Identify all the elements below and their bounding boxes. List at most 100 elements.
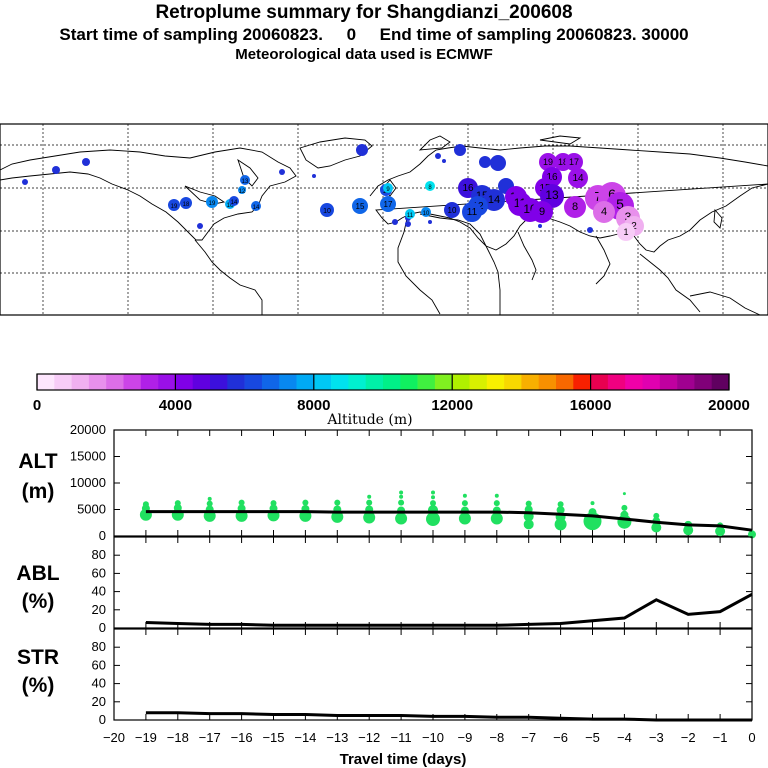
colorbar-cell — [538, 374, 557, 390]
colorbar-tick-label: 8000 — [297, 397, 330, 414]
colorbar-cell — [123, 374, 142, 390]
plume-dot — [435, 153, 441, 159]
colorbar-cell — [348, 374, 366, 390]
x-tick-label: −19 — [135, 730, 157, 745]
colorbar-tick-label: 12000 — [431, 397, 473, 414]
plume-marker-label: 8 — [572, 201, 578, 213]
alt-point — [399, 490, 404, 495]
alt-point — [431, 490, 435, 495]
alt-point — [494, 493, 499, 498]
series-line — [145, 592, 753, 627]
alt-point — [622, 492, 626, 496]
x-tick-label: −1 — [713, 730, 728, 745]
colorbar-cell — [365, 374, 384, 390]
plume-marker — [320, 203, 334, 217]
plume-marker-label: 18 — [183, 202, 190, 208]
plume-marker — [593, 201, 615, 223]
alt-point — [142, 501, 149, 508]
alt-point — [523, 519, 534, 530]
plume-dot — [197, 223, 203, 229]
colorbar-cell — [486, 374, 505, 390]
alt-point — [367, 494, 372, 499]
plume-dot — [82, 158, 90, 166]
plume-marker-label: 14 — [572, 173, 584, 184]
plume-dot — [479, 156, 491, 168]
colorbar-cell — [711, 374, 730, 390]
alt-point — [398, 499, 405, 506]
plume-marker-label: 3 — [625, 210, 632, 224]
alt-point — [270, 500, 277, 507]
y-tick-label: 20000 — [70, 422, 106, 437]
y-tick-label: 20 — [92, 602, 106, 617]
plume-marker-label: 19 — [171, 204, 178, 210]
colorbar-cell — [469, 374, 488, 390]
colorbar-cell — [434, 374, 453, 390]
alt-point — [462, 493, 467, 498]
alt-point — [490, 512, 503, 525]
y-tick-label: 0 — [99, 712, 106, 727]
plume-marker — [240, 175, 250, 185]
colorbar-cell — [313, 374, 332, 390]
alt-point — [458, 512, 471, 525]
x-tick-label: −8 — [489, 730, 504, 745]
alt-point — [206, 500, 213, 507]
plume-marker — [568, 168, 588, 188]
plume-marker-label: 10 — [423, 211, 430, 217]
plume-dot — [22, 179, 28, 185]
panel-alt: 0 5000 10000 15000 20000 ALT (m) — [18, 422, 756, 543]
x-tick-label: 0 — [748, 730, 755, 745]
colorbar-cell — [175, 374, 193, 390]
x-tick-label: −10 — [422, 730, 444, 745]
plume-marker-label: 12 — [239, 189, 246, 195]
sampling-time-line: Start time of sampling 20060823. 0 End t… — [59, 25, 689, 44]
time-series-panels: 0 5000 10000 15000 20000 ALT (m) 0 20 40 60 80 ABL (%… — [16, 422, 756, 768]
x-axis-label: Travel time (days) — [340, 751, 467, 768]
colorbar-cell — [106, 374, 124, 390]
plume-marker-label: 15 — [356, 202, 365, 211]
altitude-colorbar: 0 4000 8000 12000 16000 20000 Altitude (m) — [33, 373, 750, 428]
y-tick-label: 40 — [92, 584, 106, 599]
plume-marker-label: 6 — [608, 186, 616, 202]
colorbar-cell — [54, 374, 72, 390]
x-tick-label: −5 — [585, 730, 600, 745]
colorbar-cell — [71, 374, 90, 390]
alt-point — [461, 500, 468, 507]
plume-marker-label: 2 — [631, 221, 637, 232]
plume-marker-label: 4 — [601, 206, 607, 218]
x-tick-label: −16 — [231, 730, 253, 745]
colorbar-cell — [244, 374, 263, 390]
y-tick-label: 80 — [92, 547, 106, 562]
colorbar-cell — [261, 374, 280, 390]
plume-marker-label: 10 — [448, 206, 457, 215]
panel-ylabel: (m) — [22, 480, 55, 503]
panel-ylabel: ABL — [16, 562, 59, 585]
plume-marker — [238, 186, 246, 194]
colorbar-cell — [192, 374, 211, 390]
alt-point — [174, 500, 181, 507]
x-tick-label: −9 — [457, 730, 472, 745]
colorbar-cell — [383, 374, 401, 390]
plume-marker — [444, 202, 460, 218]
plume-dot — [279, 169, 285, 175]
plume-marker — [380, 196, 396, 212]
alt-point — [556, 506, 565, 515]
plume-marker-label: 11 — [467, 207, 478, 218]
colorbar-cell — [556, 374, 574, 390]
x-tick-label: −7 — [521, 730, 536, 745]
colorbar-cell — [659, 374, 678, 390]
plume-marker — [425, 181, 435, 191]
colorbar-tick-label: 16000 — [570, 397, 612, 414]
plume-marker-label: 13 — [545, 188, 559, 202]
alt-point — [430, 500, 436, 507]
x-tick-label: −15 — [262, 730, 284, 745]
plume-dot — [454, 144, 466, 156]
plume-marker-label: 8 — [428, 185, 432, 191]
colorbar-cell — [37, 374, 55, 390]
plume-dot — [538, 224, 542, 228]
plume-marker-label: 14 — [253, 205, 260, 211]
y-tick-label: 5000 — [77, 502, 106, 517]
retroplume-markers: 1918171615141312111098765432116151412111… — [22, 144, 644, 241]
colorbar-cell — [417, 374, 436, 390]
